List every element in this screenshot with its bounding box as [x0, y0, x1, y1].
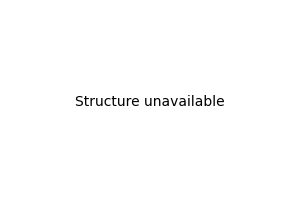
Text: Structure unavailable: Structure unavailable: [75, 95, 225, 109]
